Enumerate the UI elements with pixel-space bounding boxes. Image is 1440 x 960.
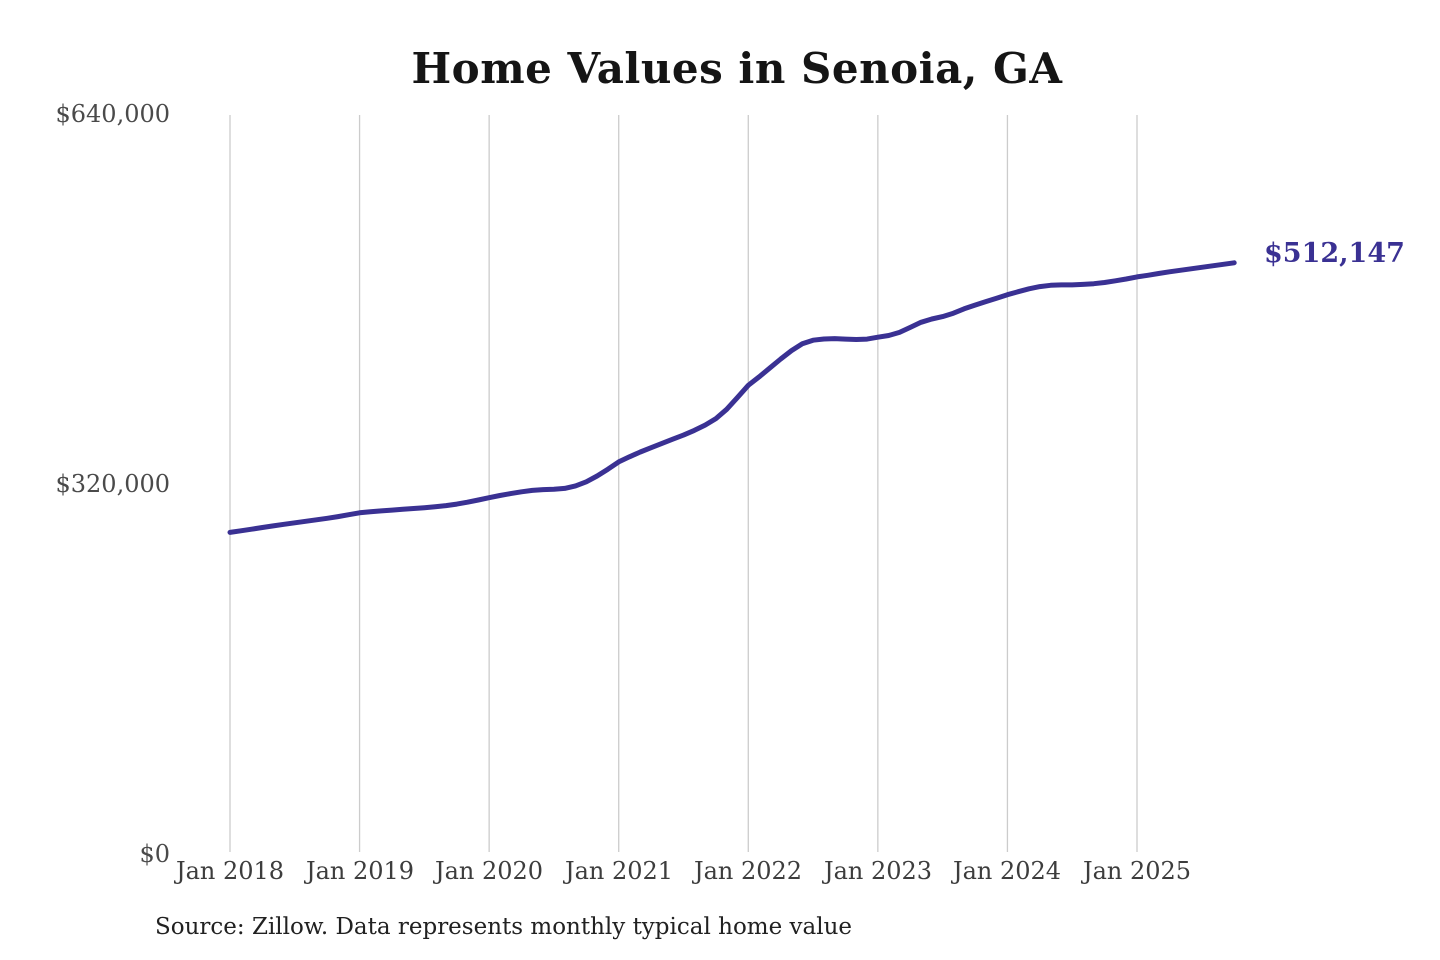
x-axis-tick-label: Jan 2023 [823, 857, 933, 885]
x-axis-tick-label: Jan 2021 [564, 857, 674, 885]
x-axis-tick-label: Jan 2025 [1082, 857, 1192, 885]
source-note: Source: Zillow. Data represents monthly … [155, 914, 853, 940]
y-axis-tick-label: $640,000 [55, 100, 170, 128]
x-axis-tick-label: Jan 2018 [175, 857, 285, 885]
chart-title: Home Values in Senoia, GA [411, 44, 1063, 93]
home-value-line [227, 260, 1237, 535]
x-axis-tick-label: Jan 2022 [693, 857, 803, 885]
series-end-value-label: $512,147 [1264, 238, 1405, 269]
x-axis-tick-label: Jan 2024 [952, 857, 1062, 885]
x-axis-tick-label: Jan 2019 [305, 857, 415, 885]
y-axis-tick-label: $320,000 [55, 470, 170, 498]
x-axis-tick-label: Jan 2020 [434, 857, 544, 885]
y-axis-tick-label: $0 [139, 840, 170, 868]
